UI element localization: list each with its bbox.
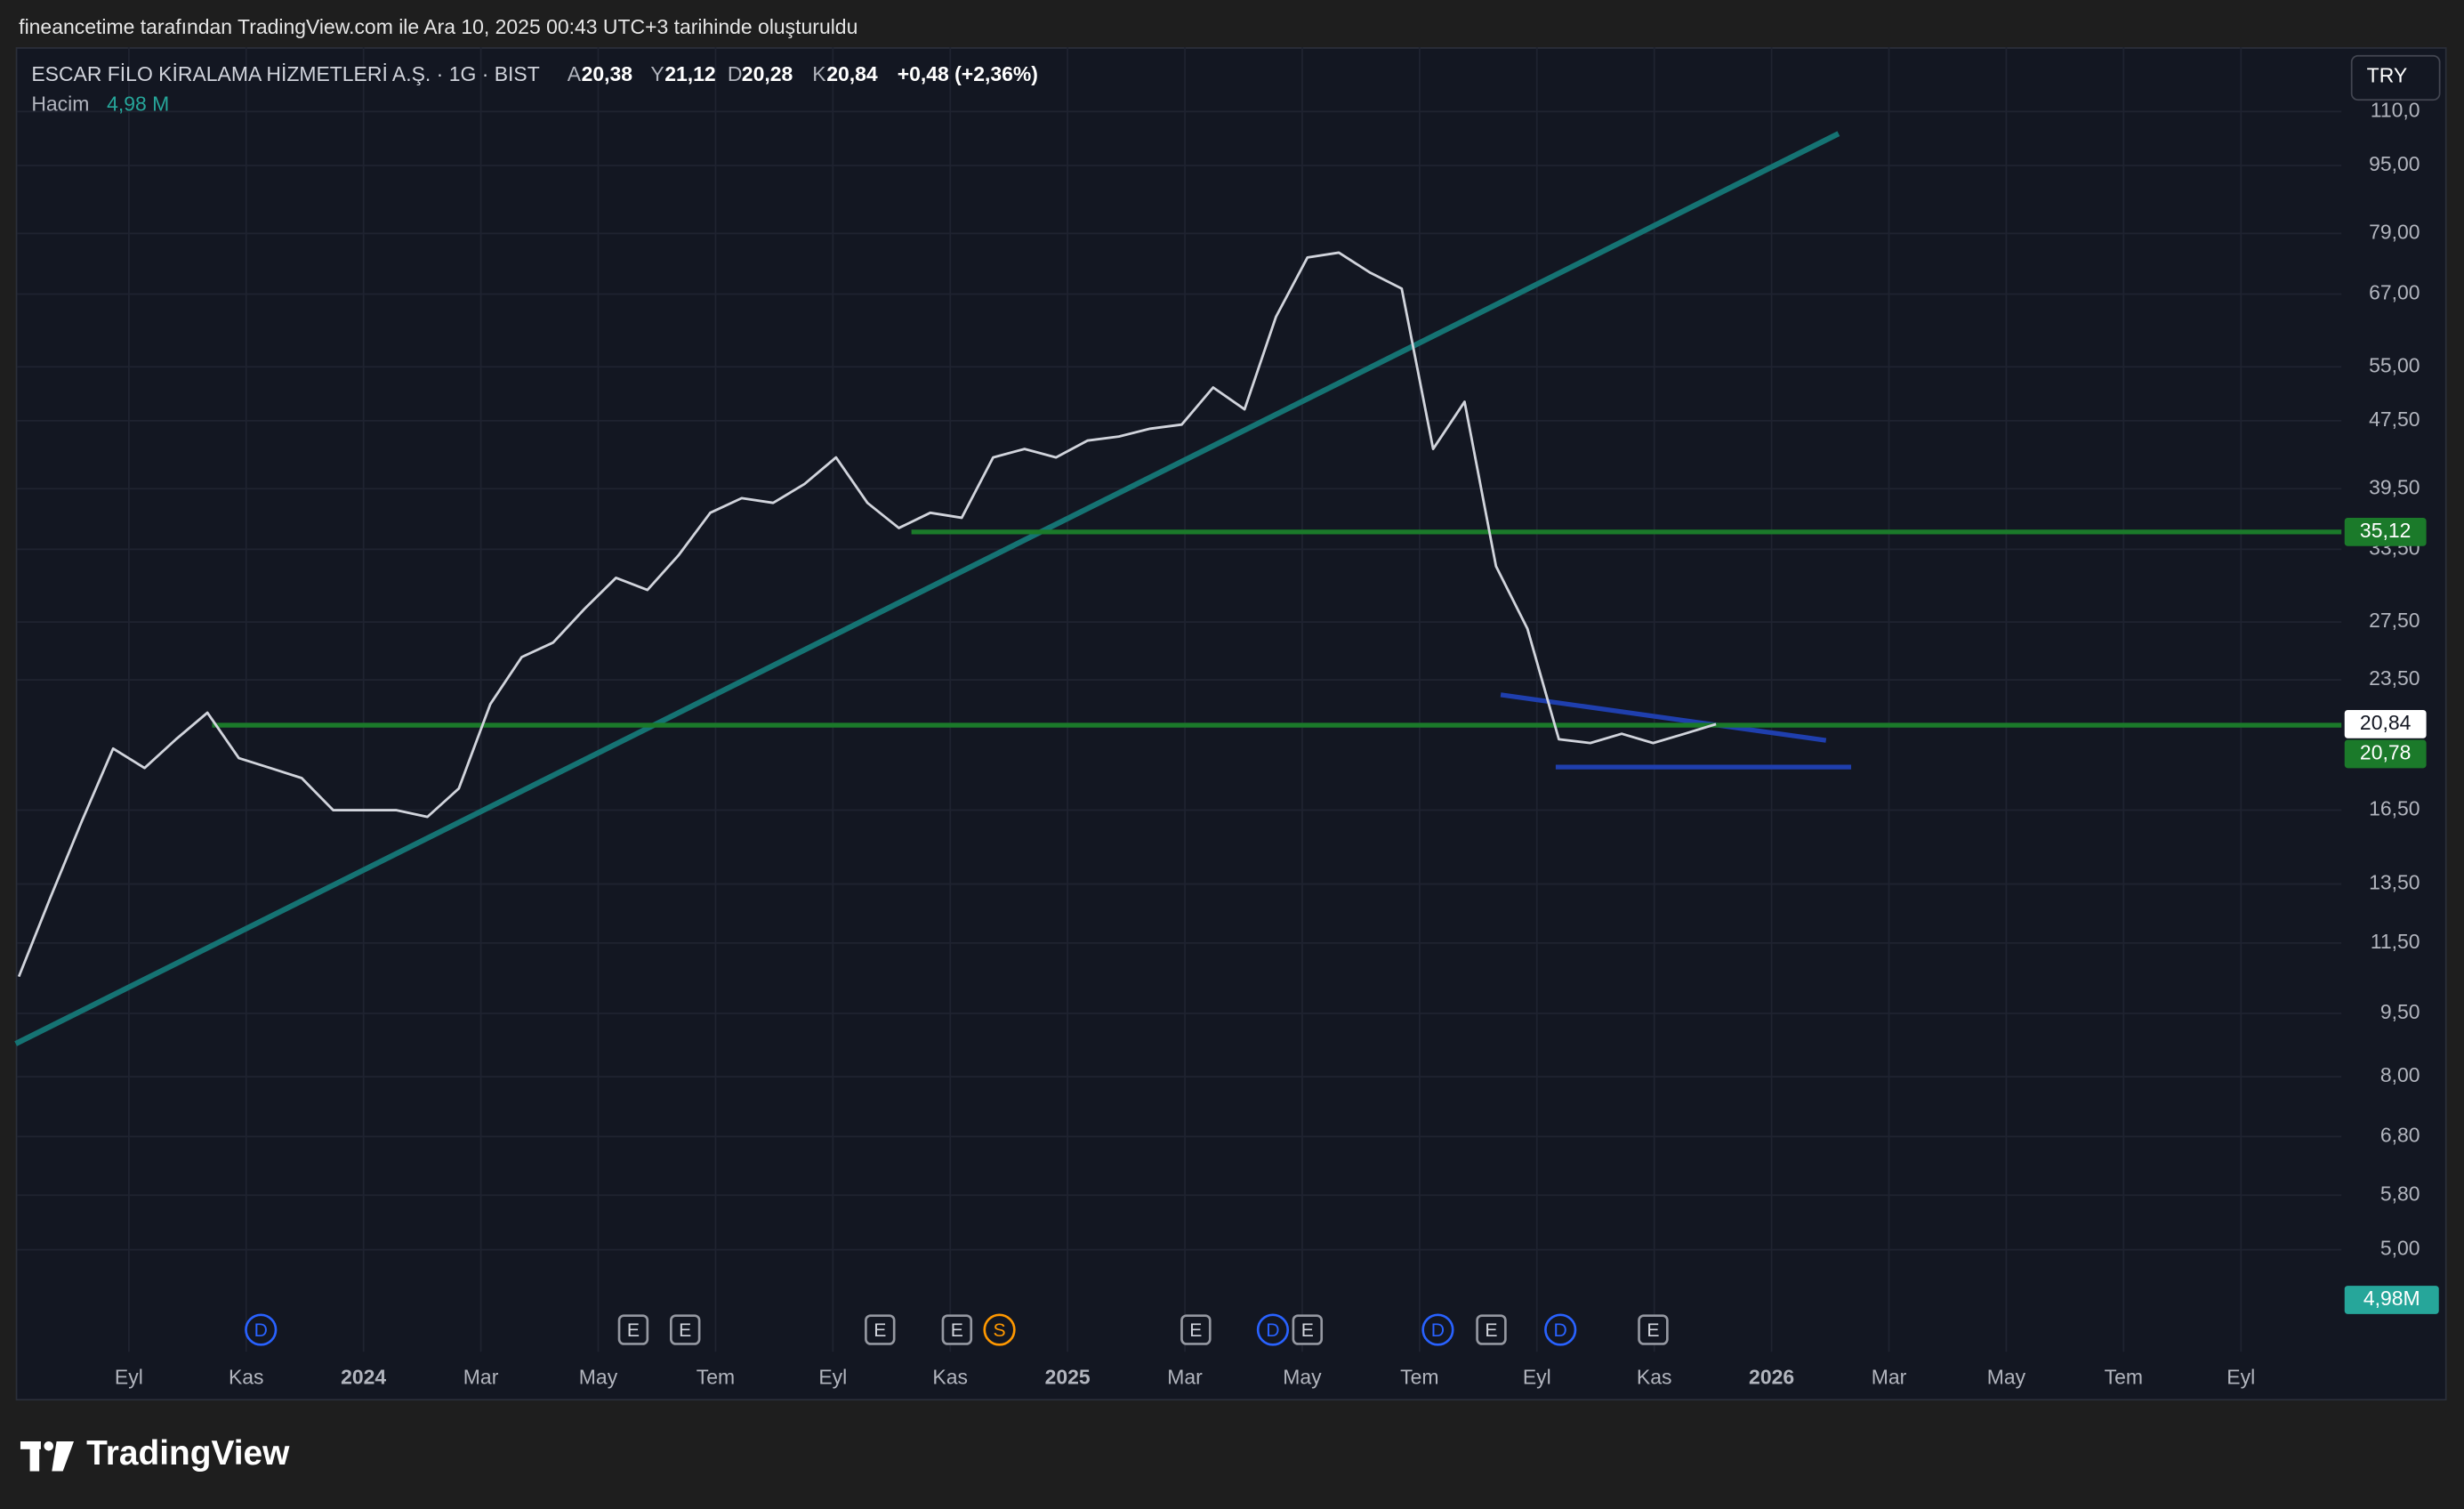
- event-letter: D: [1431, 1320, 1445, 1341]
- event-marker: [617, 1314, 649, 1345]
- symbol: ESCAR FİLO KİRALAMA HİZMETLERİ A.Ş. · 1G…: [31, 62, 539, 85]
- x-tick-label: Tem: [2105, 1365, 2143, 1388]
- logo-v: [52, 1440, 75, 1472]
- x-tick-label: Kas: [1637, 1365, 1672, 1388]
- y-tick-label: 5,80: [2380, 1182, 2420, 1205]
- x-tick-label: Mar: [1167, 1365, 1203, 1388]
- triangle-top: [1500, 692, 1827, 743]
- level-label-box: [2344, 517, 2427, 546]
- event-letter: E: [1647, 1320, 1659, 1341]
- currency-button[interactable]: [2350, 54, 2441, 101]
- y-tick-label: 13,50: [2369, 871, 2420, 894]
- ohlc-value: 20,28: [742, 62, 793, 85]
- event-letter: D: [254, 1320, 268, 1341]
- last-price-box: [2344, 709, 2427, 738]
- x-tick-label: Eyl: [2226, 1365, 2255, 1388]
- level-label: 35,12: [2360, 519, 2411, 542]
- x-tick-label: Kas: [229, 1365, 264, 1388]
- x-tick-label: Kas: [932, 1365, 968, 1388]
- event-marker: [1638, 1314, 1669, 1345]
- event-marker: [983, 1313, 1016, 1346]
- y-tick-label: 110,0: [2371, 98, 2420, 121]
- event-marker: [1256, 1313, 1290, 1346]
- y-tick-label: 11,50: [2371, 930, 2420, 953]
- ohlc-value: 21,12: [664, 62, 715, 85]
- x-tick-label: Tem: [697, 1365, 735, 1388]
- volume-axis-label: 4,98M: [2363, 1287, 2420, 1310]
- level-label: 20,78: [2360, 740, 2411, 763]
- x-tick-label: Eyl: [818, 1365, 847, 1388]
- x-tick-label: Eyl: [1523, 1365, 1551, 1388]
- y-tick-label: 79,00: [2369, 220, 2420, 243]
- brand: TradingView: [86, 1434, 290, 1473]
- event-marker: [1544, 1313, 1577, 1346]
- event-marker: [1180, 1314, 1212, 1345]
- event-marker: [941, 1314, 973, 1345]
- y-tick-label: 16,50: [2369, 797, 2420, 820]
- y-tick-label: 5,00: [2380, 1237, 2420, 1260]
- logo-dot: [44, 1440, 54, 1451]
- caption: fineancetime tarafından TradingView.com …: [19, 15, 858, 38]
- event-marker: [1292, 1314, 1324, 1345]
- x-tick-label: Mar: [463, 1365, 499, 1388]
- y-tick-label: 23,50: [2369, 666, 2420, 690]
- logo: [20, 1440, 75, 1472]
- y-tick-label: 55,00: [2369, 353, 2420, 376]
- event-marker: [865, 1314, 896, 1345]
- x-tick-label: 2025: [1045, 1365, 1091, 1388]
- y-tick-label: 95,00: [2369, 152, 2420, 175]
- ohlc-value: 20,38: [582, 62, 633, 85]
- x-tick-label: Tem: [1400, 1365, 1438, 1388]
- x-tick-label: May: [579, 1365, 618, 1388]
- y-tick-label: 8,00: [2380, 1063, 2420, 1086]
- volume-axis-box: [2344, 1286, 2439, 1314]
- event-letter: E: [951, 1320, 963, 1341]
- x-tick-label: May: [1283, 1365, 1322, 1388]
- currency[interactable]: TRY: [2367, 64, 2408, 87]
- event-letter: E: [1301, 1320, 1314, 1341]
- event-marker: [670, 1314, 701, 1345]
- event-letter: E: [1485, 1320, 1497, 1341]
- event-letter: E: [874, 1320, 886, 1341]
- event-letter: E: [679, 1320, 691, 1341]
- event-letter: S: [993, 1320, 1005, 1341]
- event-marker: [1476, 1314, 1507, 1345]
- event-letter: D: [1554, 1320, 1567, 1341]
- ohlc-key: A: [568, 62, 582, 85]
- level-label-box: [2344, 739, 2427, 769]
- volume-label: Hacim: [31, 92, 89, 115]
- y-tick-label: 39,50: [2369, 475, 2420, 498]
- trend-line: [14, 131, 1840, 1046]
- x-tick-label: Eyl: [115, 1365, 143, 1388]
- ohlc-value: 20,84: [826, 62, 878, 85]
- x-tick-label: May: [1987, 1365, 2026, 1388]
- ohlc-key: D: [728, 62, 743, 85]
- logo-stem: [29, 1440, 40, 1472]
- y-tick-label: 9,50: [2380, 1000, 2420, 1023]
- x-tick-label: 2024: [341, 1365, 386, 1388]
- change: +0,48 (+2,36%): [898, 62, 1038, 85]
- plot: 110,095,0079,0067,0055,0047,5039,5033,50…: [17, 98, 2439, 1388]
- y-tick-label: 67,00: [2369, 281, 2420, 304]
- y-tick-label: 6,80: [2380, 1123, 2420, 1146]
- event-marker: [1421, 1313, 1454, 1346]
- x-tick-label: Mar: [1872, 1365, 1907, 1388]
- event-letter: D: [1266, 1320, 1279, 1341]
- ohlc-key: K: [812, 62, 826, 85]
- y-tick-label: 47,50: [2369, 408, 2420, 431]
- event-letter: E: [627, 1320, 640, 1341]
- x-tick-label: 2026: [1749, 1365, 1794, 1388]
- event-marker: [245, 1313, 278, 1346]
- price-line: [17, 251, 1717, 978]
- ohlc: A 20,38 Y 21,12 D 20,28 K 20,84: [568, 62, 878, 85]
- ohlc-key: Y: [650, 62, 664, 85]
- volume-value: 4,98 M: [107, 92, 169, 115]
- last-price-label: 20,84: [2360, 711, 2412, 734]
- event-letter: E: [1189, 1320, 1202, 1341]
- y-tick-label: 27,50: [2369, 609, 2420, 632]
